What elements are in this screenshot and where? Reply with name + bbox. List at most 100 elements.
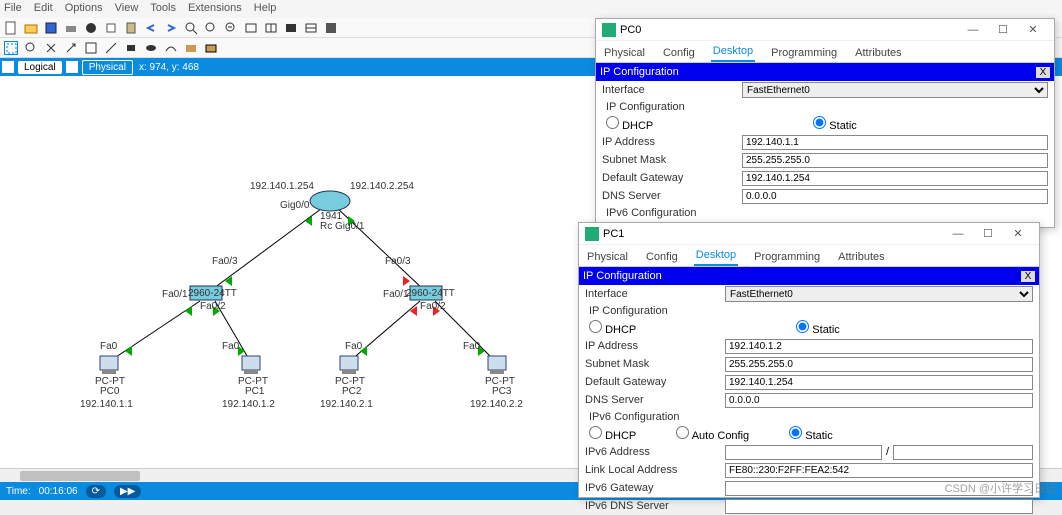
tab-physical[interactable]: Physical: [602, 44, 647, 62]
power-cycle-button[interactable]: ⟳: [86, 485, 106, 498]
panel3-icon[interactable]: [284, 21, 298, 35]
window-pc1[interactable]: PC1 — ☐ ✕ Physical Config Desktop Progra…: [578, 222, 1040, 498]
redo-icon[interactable]: [164, 21, 178, 35]
mask-input[interactable]: [725, 357, 1033, 372]
draw-line-icon[interactable]: [104, 41, 118, 55]
ipv6addr-input[interactable]: [725, 445, 882, 460]
draw-rect-icon[interactable]: [124, 41, 138, 55]
menu-file[interactable]: File: [4, 2, 22, 16]
radio-dhcp[interactable]: DHCP: [606, 116, 653, 132]
pc0-ip: 192.140.1.1: [80, 399, 133, 410]
resize-icon[interactable]: [64, 41, 78, 55]
radio-static[interactable]: Static: [796, 320, 840, 336]
wizard-icon[interactable]: [84, 21, 98, 35]
panel4-icon[interactable]: [304, 21, 318, 35]
undo-icon[interactable]: [144, 21, 158, 35]
paste-icon[interactable]: [124, 21, 138, 35]
folder-icon[interactable]: [24, 21, 38, 35]
close-button[interactable]: ✕: [1018, 23, 1048, 36]
minimize-button[interactable]: —: [958, 24, 988, 36]
lla-input[interactable]: [725, 463, 1033, 478]
lla-label: Link Local Address: [585, 464, 725, 476]
tab-logical[interactable]: Logical: [18, 61, 62, 74]
panel5-icon[interactable]: [324, 21, 338, 35]
draw-free-icon[interactable]: [164, 41, 178, 55]
iface-select[interactable]: FastEthernet0: [725, 286, 1033, 302]
panel1-icon[interactable]: [244, 21, 258, 35]
pc2-port: Fa0: [345, 341, 362, 352]
gw-input[interactable]: [725, 375, 1033, 390]
tab-attributes[interactable]: Attributes: [853, 44, 903, 62]
menu-extensions[interactable]: Extensions: [188, 2, 242, 16]
maximize-button[interactable]: ☐: [988, 23, 1018, 36]
menu-tools[interactable]: Tools: [150, 2, 176, 16]
ipv6addr-label: IPv6 Address: [585, 446, 725, 458]
tab-config[interactable]: Config: [644, 248, 680, 266]
tab-desktop[interactable]: Desktop: [694, 246, 738, 266]
print-icon[interactable]: [64, 21, 78, 35]
select-icon[interactable]: [4, 41, 18, 55]
menu-view[interactable]: View: [115, 2, 139, 16]
app-close-button[interactable]: X: [1021, 271, 1035, 282]
zoom-in-icon[interactable]: [184, 21, 198, 35]
save-icon[interactable]: [44, 21, 58, 35]
zoom-out-icon[interactable]: [224, 21, 238, 35]
tab-config[interactable]: Config: [661, 44, 697, 62]
maximize-button[interactable]: ☐: [973, 227, 1003, 240]
pc-icon: [602, 23, 616, 37]
menu-edit[interactable]: Edit: [34, 2, 53, 16]
mask-input[interactable]: [742, 153, 1048, 168]
pdu-complex-icon[interactable]: [204, 41, 218, 55]
inspect-icon[interactable]: [24, 41, 38, 55]
ipv6dns-label: IPv6 DNS Server: [585, 500, 725, 512]
time-value: 00:16:06: [39, 486, 78, 497]
radio-dhcp6[interactable]: DHCP: [589, 426, 636, 442]
window-pc0[interactable]: PC0 — ☐ ✕ Physical Config Desktop Progra…: [595, 18, 1055, 228]
gw-label: Default Gateway: [602, 172, 742, 184]
dns-input[interactable]: [725, 393, 1033, 408]
menu-help[interactable]: Help: [254, 2, 277, 16]
close-button[interactable]: ✕: [1003, 227, 1033, 240]
titlebar-pc0[interactable]: PC0 — ☐ ✕: [596, 19, 1054, 41]
tab-programming[interactable]: Programming: [752, 248, 822, 266]
pdu-simple-icon[interactable]: [184, 41, 198, 55]
prefix-input[interactable]: [893, 445, 1033, 460]
zoom-reset-icon[interactable]: [204, 21, 218, 35]
panel2-icon[interactable]: [264, 21, 278, 35]
sw2-label: 2960-24TT: [406, 288, 455, 299]
note-icon[interactable]: [84, 41, 98, 55]
ip-input[interactable]: [742, 135, 1048, 150]
new-icon[interactable]: [4, 21, 18, 35]
iface-select[interactable]: FastEthernet0: [742, 82, 1048, 98]
dns-input[interactable]: [742, 189, 1048, 204]
net-left-label: 192.140.1.254: [250, 181, 314, 192]
app-close-button[interactable]: X: [1036, 67, 1050, 78]
gw-input[interactable]: [742, 171, 1048, 186]
tab-physical[interactable]: Physical: [82, 60, 133, 75]
menu-options[interactable]: Options: [65, 2, 103, 16]
tab-programming[interactable]: Programming: [769, 44, 839, 62]
tab-attributes[interactable]: Attributes: [836, 248, 886, 266]
delete-icon[interactable]: [44, 41, 58, 55]
radio-static6[interactable]: Static: [789, 426, 833, 442]
tab-physical[interactable]: Physical: [585, 248, 630, 266]
pc1-name: PC1: [245, 386, 264, 397]
radio-auto[interactable]: Auto Config: [676, 426, 749, 442]
section-ip: IP Configuration: [596, 99, 1054, 115]
sw2-fa01: Fa0/1: [383, 289, 409, 300]
pc-icon: [585, 227, 599, 241]
tab-desktop[interactable]: Desktop: [711, 42, 755, 62]
titlebar-pc1[interactable]: PC1 — ☐ ✕: [579, 223, 1039, 245]
radio-static[interactable]: Static: [813, 116, 857, 132]
copy-icon[interactable]: [104, 21, 118, 35]
draw-ellipse-icon[interactable]: [144, 41, 158, 55]
dns-label: DNS Server: [585, 394, 725, 406]
ipv6dns-input[interactable]: [725, 499, 1033, 514]
ip-input[interactable]: [725, 339, 1033, 354]
section-ipv6: IPv6 Configuration: [596, 205, 1054, 221]
iface-label: Interface: [602, 84, 742, 96]
fast-forward-button[interactable]: ▶▶: [114, 485, 141, 498]
gw-label: Default Gateway: [585, 376, 725, 388]
radio-dhcp[interactable]: DHCP: [589, 320, 636, 336]
minimize-button[interactable]: —: [943, 228, 973, 240]
